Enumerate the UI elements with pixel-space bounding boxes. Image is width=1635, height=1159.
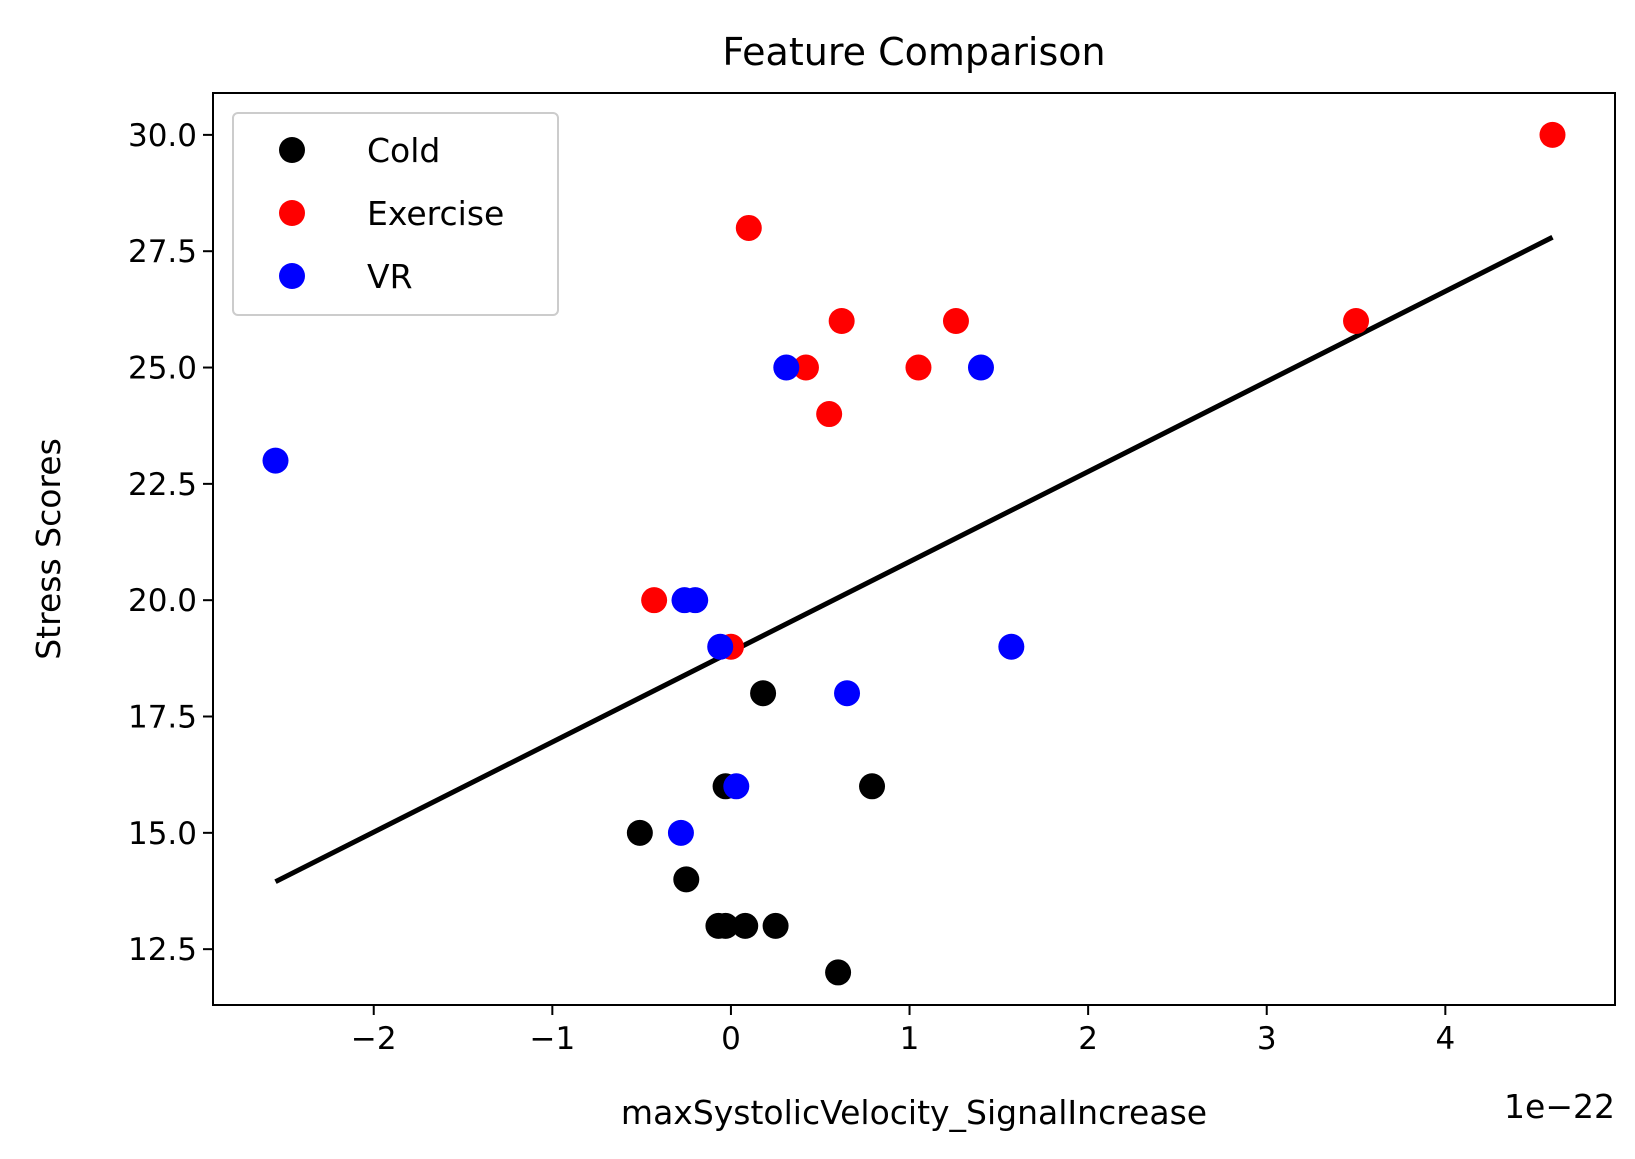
y-tick-label: 25.0: [128, 351, 197, 387]
point-cold-3: [626, 819, 653, 846]
x-tick-label: 1: [900, 1021, 920, 1057]
point-vr-0: [773, 354, 800, 381]
legend-label-vr: VR: [367, 257, 413, 296]
x-tick-label: 2: [1078, 1021, 1098, 1057]
point-cold-4: [673, 866, 700, 893]
y-tick-label: 17.5: [128, 700, 197, 736]
point-cold-0: [750, 680, 777, 707]
series-vr: [262, 354, 1025, 846]
y-tick-label: 15.0: [128, 816, 197, 852]
legend: Cold Exercise VR: [232, 112, 559, 316]
y-tick-label: 30.0: [128, 118, 197, 154]
y-tick-label: 20.0: [128, 583, 197, 619]
point-cold-9: [825, 959, 852, 986]
point-cold-2: [859, 773, 886, 800]
point-vr-8: [723, 773, 750, 800]
point-exercise-0: [1539, 121, 1566, 148]
x-axis: −2 −1 0 1 2 3 4: [351, 1005, 1455, 1057]
point-exercise-4: [1343, 308, 1370, 334]
point-cold-6: [712, 912, 739, 939]
x-tick-label: −1: [529, 1021, 575, 1057]
point-exercise-8: [641, 587, 668, 614]
legend-box: [232, 112, 559, 316]
legend-label-exercise: Exercise: [367, 194, 504, 233]
point-vr-5: [707, 633, 734, 660]
point-cold-7: [732, 912, 759, 939]
point-exercise-5: [792, 354, 819, 381]
point-vr-7: [834, 680, 861, 707]
x-tick-label: 4: [1435, 1021, 1455, 1057]
legend-marker-exercise: [279, 200, 305, 226]
y-axis-label: Stress Scores: [29, 438, 68, 660]
point-vr-6: [998, 633, 1025, 660]
y-tick-label: 27.5: [128, 234, 197, 270]
point-vr-4: [682, 587, 709, 614]
x-tick-label: 3: [1257, 1021, 1277, 1057]
x-tick-label: −2: [351, 1021, 397, 1057]
y-tick-label: 22.5: [128, 467, 197, 503]
chart-title: Feature Comparison: [722, 30, 1105, 74]
point-vr-9: [667, 819, 694, 846]
point-exercise-1: [735, 214, 762, 241]
y-tick-label: 12.5: [128, 932, 197, 968]
legend-marker-cold: [279, 137, 305, 163]
point-vr-2: [262, 447, 289, 474]
plot-frame: [212, 92, 1616, 1006]
x-tick-label: 0: [721, 1021, 741, 1057]
x-axis-label: maxSystolicVelocity_SignalIncrease: [621, 1093, 1207, 1132]
point-exercise-7: [816, 401, 843, 428]
legend-items: Cold Exercise VR: [279, 131, 504, 296]
point-exercise-3: [942, 308, 969, 334]
legend-marker-vr: [279, 263, 305, 289]
point-vr-1: [967, 354, 994, 381]
series-cold: [626, 680, 886, 986]
point-exercise-2: [828, 308, 855, 334]
y-axis: 12.5 15.0 17.5 20.0 22.5 25.0 27.5 30.0: [128, 118, 213, 968]
x-offset-text: 1e−22: [1504, 1087, 1615, 1126]
fit-line-layer: [274, 235, 1554, 884]
points-layer: [262, 121, 1566, 986]
legend-label-cold: Cold: [367, 131, 440, 170]
point-exercise-6: [905, 354, 932, 381]
point-cold-8: [762, 912, 789, 939]
regression-line: [274, 235, 1554, 884]
series-exercise: [641, 121, 1566, 660]
